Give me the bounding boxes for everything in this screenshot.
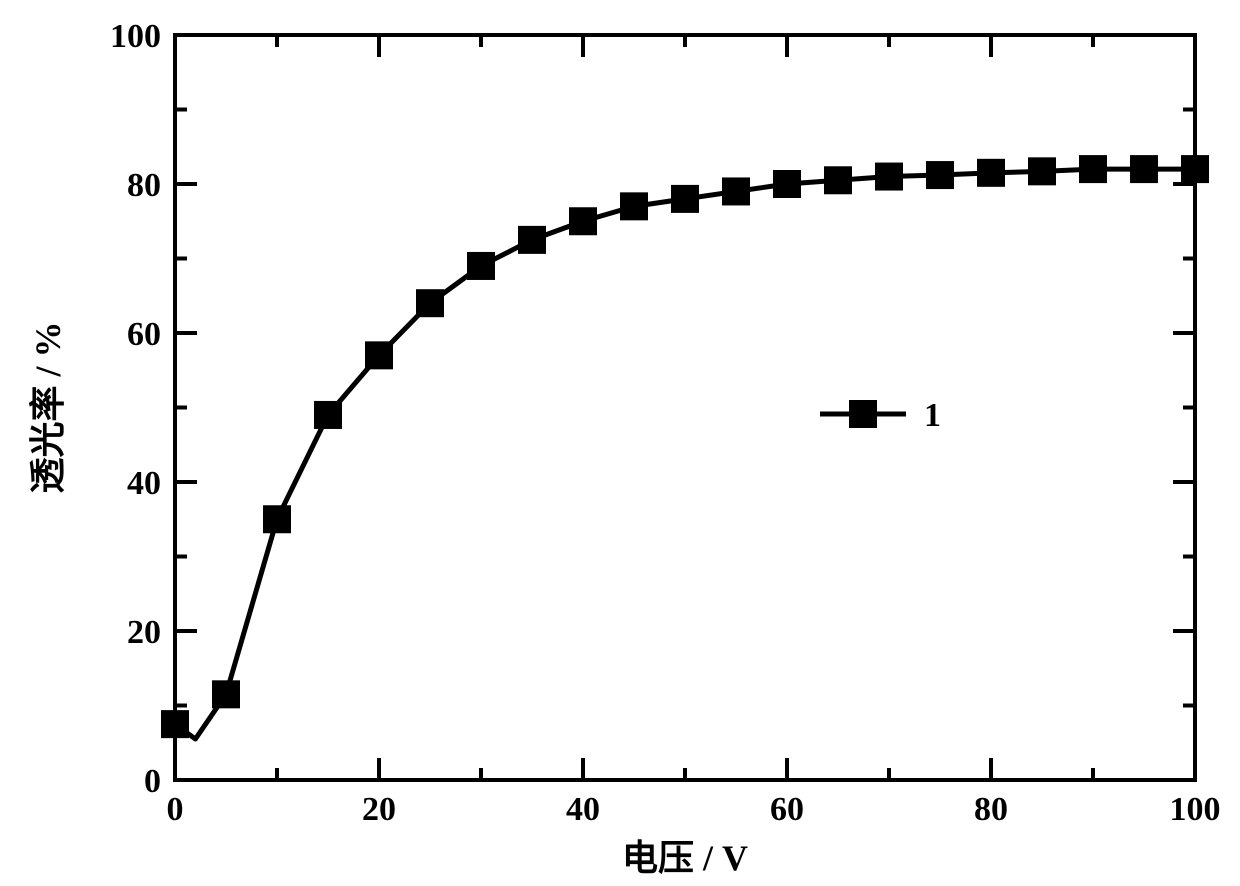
series-marker	[212, 680, 240, 708]
series-marker	[467, 252, 495, 280]
series-marker	[773, 170, 801, 198]
series-marker	[263, 505, 291, 533]
series-marker	[569, 207, 597, 235]
legend-label: 1	[924, 397, 941, 434]
series-marker	[722, 177, 750, 205]
series-marker	[620, 192, 648, 220]
series-marker	[824, 166, 852, 194]
y-tick-label: 20	[127, 614, 161, 651]
series-marker	[161, 710, 189, 738]
series-marker	[1079, 155, 1107, 183]
series-marker	[926, 161, 954, 189]
chart-svg: 0 20 40 60 80 100 0 20 40 60 80 100 电压 / V 透光率 / % 1	[0, 0, 1240, 886]
x-tick-label: 0	[167, 791, 184, 828]
x-tick-label: 100	[1170, 791, 1221, 828]
x-tick-label: 40	[566, 791, 600, 828]
series-marker	[671, 185, 699, 213]
series-marker	[1181, 155, 1209, 183]
x-tick-label: 80	[974, 791, 1008, 828]
series-marker	[875, 163, 903, 191]
y-tick-label: 40	[127, 465, 161, 502]
series-marker	[977, 159, 1005, 187]
series-marker	[416, 289, 444, 317]
y-axis-label: 透光率 / %	[28, 321, 68, 493]
x-tick-label: 60	[770, 791, 804, 828]
series-marker	[365, 341, 393, 369]
chart-container: 0 20 40 60 80 100 0 20 40 60 80 100 电压 / V 透光率 / % 1	[0, 0, 1240, 886]
series-marker	[314, 401, 342, 429]
x-axis-label: 电压 / V	[622, 838, 748, 878]
series-marker	[1130, 155, 1158, 183]
y-tick-label: 60	[127, 316, 161, 353]
x-tick-label: 20	[362, 791, 396, 828]
y-tick-label: 100	[110, 18, 161, 55]
y-tick-label: 80	[127, 167, 161, 204]
series-marker	[1028, 157, 1056, 185]
series-marker	[518, 226, 546, 254]
y-tick-label: 0	[144, 763, 161, 800]
